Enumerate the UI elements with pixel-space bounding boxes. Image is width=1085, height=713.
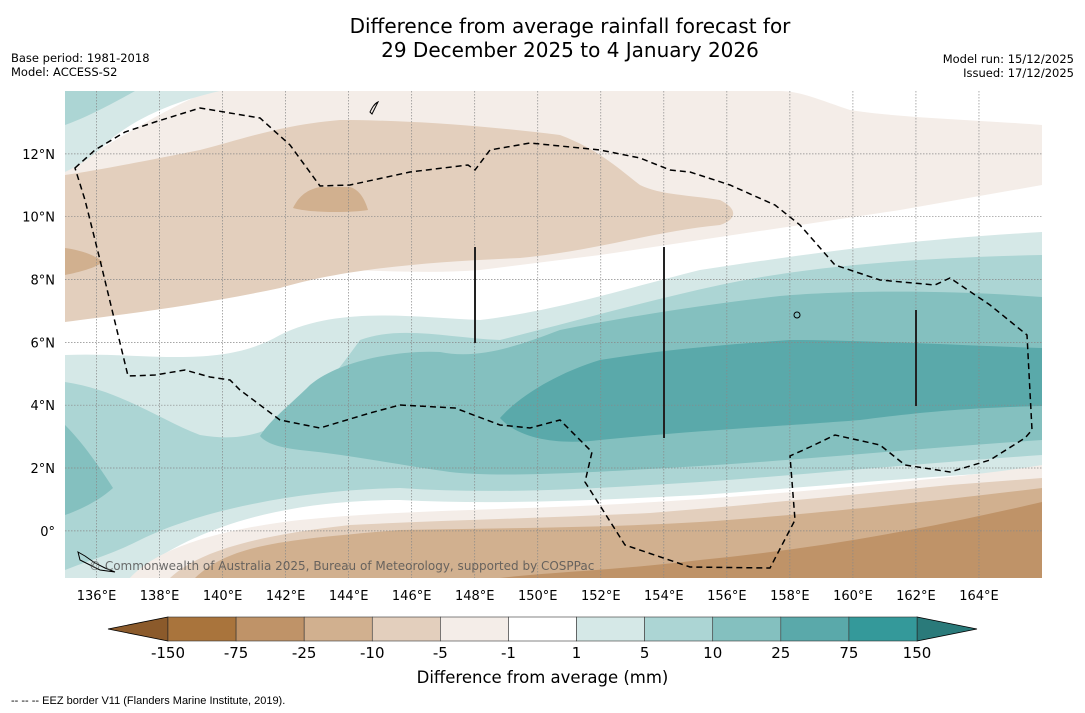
contour-layer [65, 91, 1042, 578]
meta-left: Base period: 1981-2018 Model: ACCESS-S2 [11, 51, 150, 79]
colorbar-tick-label: -150 [151, 644, 185, 662]
colorbar-extend-low [107, 616, 169, 642]
y-tick-label: 0° [40, 525, 55, 540]
contour-wet-nw-mid [65, 91, 135, 125]
colorbar-swatch [712, 616, 782, 642]
x-tick-label: 156°E [707, 589, 747, 604]
contour-dry-pocket-central [293, 187, 368, 213]
y-tick-label: 4°N [31, 399, 56, 414]
island-guam-icon [369, 100, 380, 115]
x-tick-label: 148°E [455, 589, 495, 604]
x-tick-label: 138°E [140, 589, 180, 604]
colorbar-tick-label: 5 [640, 644, 650, 662]
colorbar: -150 -75 -25 -10 -5 -1 1 5 10 25 75 150 [107, 616, 978, 662]
model-run: Model run: 15/12/2025 [942, 52, 1074, 66]
y-tick-label: 2°N [31, 462, 56, 477]
colorbar-swatch [167, 616, 237, 642]
colorbar-swatch [644, 616, 714, 642]
title-line-2: 29 December 2025 to 4 January 2026 [381, 38, 759, 62]
colorbar-tick-label: 150 [903, 644, 932, 662]
colorbar-tick-label: 75 [839, 644, 858, 662]
copyright-text: © Commonwealth of Australia 2025, Bureau… [89, 559, 594, 573]
colorbar-swatch [508, 616, 577, 642]
x-tick-label: 154°E [644, 589, 684, 604]
meta-right: Model run: 15/12/2025 Issued: 17/12/2025 [943, 52, 1074, 80]
contour-wet-nw-light [65, 91, 220, 172]
y-axis-labels: 0° 2°N 4°N 6°N 8°N 10°N 12°N [22, 148, 55, 540]
y-tick-label: 8°N [31, 274, 56, 289]
colorbar-swatch [848, 616, 918, 642]
colorbar-tick-label: -10 [360, 644, 385, 662]
colorbar-tick-label: -1 [501, 644, 516, 662]
colorbar-tick-label: -25 [292, 644, 317, 662]
colorbar-tick-label: 25 [771, 644, 790, 662]
y-tick-label: 6°N [31, 336, 56, 351]
colorbar-swatch [303, 616, 373, 642]
x-tick-label: 162°E [896, 589, 936, 604]
eez-footnote: -- -- -- EEZ border V11 (Flanders Marine… [11, 695, 286, 707]
y-tick-label: 12°N [22, 148, 55, 163]
contour-dry-south-4 [500, 502, 1042, 578]
contour-wet-10-25-west [65, 425, 113, 515]
x-tick-label: 152°E [581, 589, 621, 604]
map-title: Difference from average rainfall forecas… [0, 14, 1085, 62]
colorbar-extend-high [916, 616, 978, 642]
x-tick-label: 158°E [770, 589, 810, 604]
x-tick-label: 146°E [392, 589, 432, 604]
contour-dry-mid-north [65, 120, 734, 322]
colorbar-tick-label: -75 [224, 644, 249, 662]
colorbar-swatch [780, 616, 850, 642]
colorbar-swatch [235, 616, 305, 642]
colorbar-tick-label: -5 [433, 644, 448, 662]
island-icon [793, 311, 801, 319]
y-tick-label: 10°N [22, 211, 55, 226]
colorbar-tick-label: 10 [703, 644, 722, 662]
title-line-1: Difference from average rainfall forecas… [349, 14, 791, 38]
colorbar-tick-label: 1 [572, 644, 582, 662]
colorbar-label: Difference from average (mm) [416, 668, 669, 687]
base-period: Base period: 1981-2018 [11, 51, 150, 65]
x-tick-label: 160°E [833, 589, 873, 604]
issued-date: Issued: 17/12/2025 [963, 66, 1074, 80]
island-png-icon [77, 550, 116, 573]
x-tick-label: 150°E [518, 589, 558, 604]
colorbar-swatch [440, 616, 509, 642]
x-tick-label: 136°E [77, 589, 117, 604]
colorbar-swatch [371, 616, 441, 642]
eez-border-line [74, 107, 1033, 569]
colorbar-swatch [576, 616, 645, 642]
x-tick-label: 144°E [329, 589, 369, 604]
model-name: Model: ACCESS-S2 [11, 65, 118, 79]
x-axis-labels: 136°E 138°E 140°E 142°E 144°E 146°E 148°E 150°E… [77, 589, 999, 604]
contour-wet-25-75 [500, 340, 1042, 442]
x-tick-label: 142°E [266, 589, 306, 604]
contour-dry-pocket-west [65, 248, 103, 275]
x-tick-label: 164°E [959, 589, 999, 604]
x-tick-label: 140°E [203, 589, 243, 604]
